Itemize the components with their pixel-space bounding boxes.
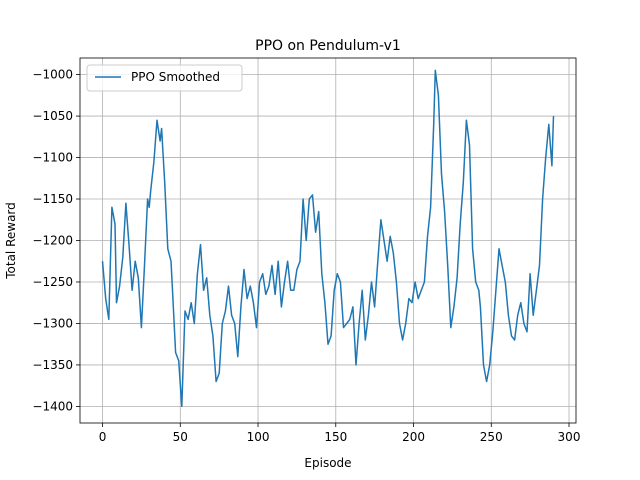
x-tick-label: 300 [558, 430, 581, 444]
chart-title: PPO on Pendulum-v1 [255, 38, 401, 54]
series-line [101, 69, 555, 408]
y-axis-label: Total Reward [4, 202, 18, 280]
y-tick-label: −1400 [32, 399, 73, 413]
y-tick-label: −1300 [32, 316, 73, 330]
y-tick-label: −1150 [32, 192, 73, 206]
y-tick-label: −1200 [32, 234, 73, 248]
x-tick-label: 200 [402, 430, 425, 444]
y-axis: −1400 −1350 −1300 −1250 −1200 −1150 −1100 −1050… [32, 68, 80, 413]
y-tick-label: −1350 [32, 358, 73, 372]
x-tick-label: 0 [99, 430, 107, 444]
legend-label: PPO Smoothed [131, 70, 220, 84]
y-tick-label: −1250 [32, 275, 73, 289]
x-tick-label: 50 [173, 430, 188, 444]
x-tick-label: 250 [480, 430, 503, 444]
legend: PPO Smoothed [86, 64, 243, 92]
x-axis: 0 50 100 150 200 250 300 [99, 423, 581, 444]
y-tick-label: −1050 [32, 109, 73, 123]
y-tick-label: −1100 [32, 151, 73, 165]
x-axis-label: Episode [304, 456, 351, 470]
legend-box [86, 64, 243, 92]
y-tick-label: −1000 [32, 68, 73, 82]
series-layer [101, 69, 555, 408]
x-tick-label: 100 [247, 430, 270, 444]
x-tick-label: 150 [324, 430, 347, 444]
